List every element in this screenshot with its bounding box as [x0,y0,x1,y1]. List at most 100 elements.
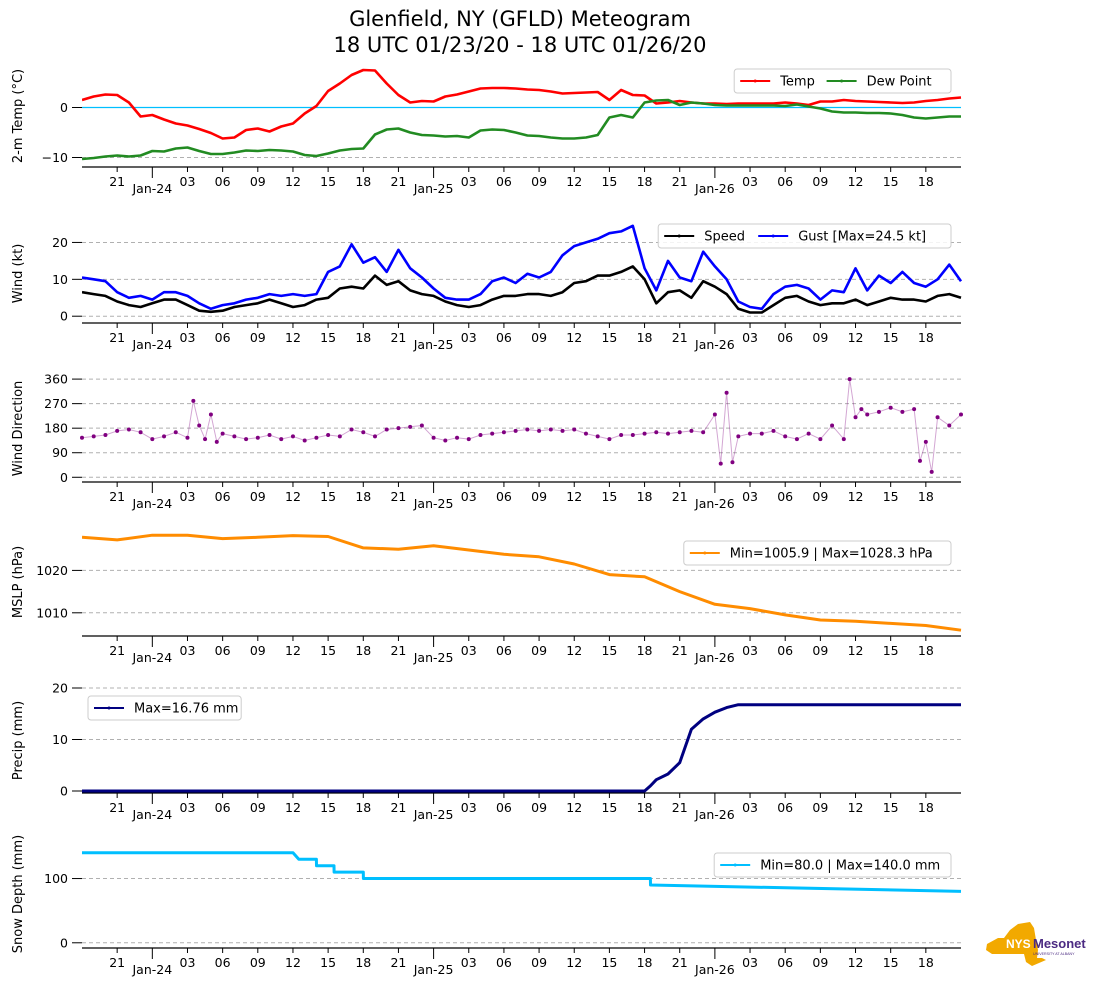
legend-box [713,852,952,878]
legend-label: Max=16.76 mm [134,702,238,717]
x-tick-label: 15 [320,800,336,815]
x-tick-label: 06 [496,800,512,815]
x-tick-label: 18 [637,330,653,345]
legend-marker [677,234,681,238]
wind-direction-point [185,435,190,440]
x-tick-label: 06 [777,330,793,345]
x-tick-label: 03 [180,643,196,658]
x-tick-label: 06 [496,489,512,504]
legend: Speed Gust [Max=24.5 kt] [657,223,952,249]
x-date-label: Jan-26 [694,337,735,352]
wind-direction-point [255,435,260,440]
x-tick-label: 12 [848,489,864,504]
x-tick-label: 03 [180,330,196,345]
x-tick-label: 12 [566,174,582,189]
wind-direction-point [103,433,108,437]
x-tick-label: 15 [601,643,617,658]
x-tick-label: 12 [285,330,301,345]
wind-direction-point [771,428,776,433]
x-date-label: Jan-24 [131,807,172,822]
legend-label: Min=80.0 | Max=140.0 mm [760,859,940,874]
x-tick-label: 09 [250,330,266,345]
x-tick-label: 15 [883,174,899,189]
x-tick-label: 12 [848,643,864,658]
x-tick-label: 09 [531,643,547,658]
wind-direction-point [712,412,717,417]
x-tick-label: 09 [812,800,828,815]
series-dew-point [82,98,961,161]
x-date-label: Jan-25 [413,650,454,665]
y-tick-label: 0 [60,935,68,950]
wind-direction-point [314,435,319,440]
x-tick-label: 15 [883,643,899,658]
x-tick-label: 18 [918,174,934,189]
x-tick-label: 09 [812,643,828,658]
x-tick-label: 06 [496,643,512,658]
x-date-label: Jan-25 [413,181,454,196]
x-tick-label: 06 [215,330,231,345]
wind-direction-point [666,431,670,436]
wind-direction-connector [81,379,962,472]
x-tick-label: 21 [109,174,125,189]
wind-direction-point [583,431,588,436]
wind-direction-point [923,439,928,444]
x-tick-label: 15 [883,800,899,815]
x-tick-label: 15 [601,489,617,504]
x-tick-label: 15 [883,955,899,970]
x-date-label: Jan-25 [413,807,454,822]
x-tick-label: 09 [531,955,547,970]
x-tick-label: 18 [355,643,371,658]
wind-direction-point [619,433,624,437]
x-tick-label: 06 [777,800,793,815]
x-tick-label: 03 [461,800,477,815]
x-tick-label: 09 [812,489,828,504]
x-tick-label: 21 [109,955,125,970]
x-tick-label: 12 [848,330,864,345]
wind-direction-point [525,427,530,432]
wind-direction-point [806,431,811,436]
wind-direction-point [847,377,852,382]
wind-direction-point [912,407,917,412]
wind-direction-point [917,458,922,463]
x-tick-label: 15 [883,330,899,345]
legend: Max=16.76 mm [87,695,242,721]
logo-nys-text: NYS [1006,937,1031,951]
x-date-label: Jan-25 [413,337,454,352]
wind-direction-point [150,437,155,442]
wind-direction-point [408,424,413,429]
x-tick-label: 21 [672,489,688,504]
wind-direction-point [80,435,84,440]
y-tick-label: 20 [52,235,68,250]
wind-direction-point [642,431,647,436]
wind-direction-point [853,415,858,420]
x-tick-label: 03 [742,330,758,345]
x-tick-label: 06 [215,174,231,189]
x-tick-label: 12 [848,955,864,970]
x-tick-label: 15 [320,330,336,345]
x-tick-label: 09 [531,489,547,504]
x-date-label: Jan-26 [694,807,735,822]
x-tick-label: 03 [461,330,477,345]
wind-direction-point [876,409,881,414]
x-tick-label: 09 [250,955,266,970]
x-tick-label: 09 [812,955,828,970]
x-tick-label: 06 [215,800,231,815]
wind-direction-point [841,437,846,442]
x-tick-label: 03 [461,489,477,504]
x-tick-label: 21 [672,330,688,345]
wind-direction-point [267,433,272,437]
x-tick-label: 18 [355,330,371,345]
x-date-label: Jan-25 [413,496,454,511]
wind-direction-point [478,433,483,437]
x-tick-label: 21 [390,643,406,658]
x-tick-label: 12 [566,489,582,504]
y-axis-label: 2-m Temp (°C) [11,69,26,163]
y-tick-label: 1020 [36,563,68,578]
x-tick-label: 12 [285,800,301,815]
panel-snow_depth: 0 100 Snow Depth (mm) 21 03 06 09 12 15 18 21 03 06 0… [11,835,962,977]
x-date-label: Jan-24 [131,650,172,665]
x-tick-label: 21 [672,955,688,970]
wind-direction-point [560,428,565,433]
wind-direction-point [959,412,963,417]
wind-direction-point [197,423,202,428]
